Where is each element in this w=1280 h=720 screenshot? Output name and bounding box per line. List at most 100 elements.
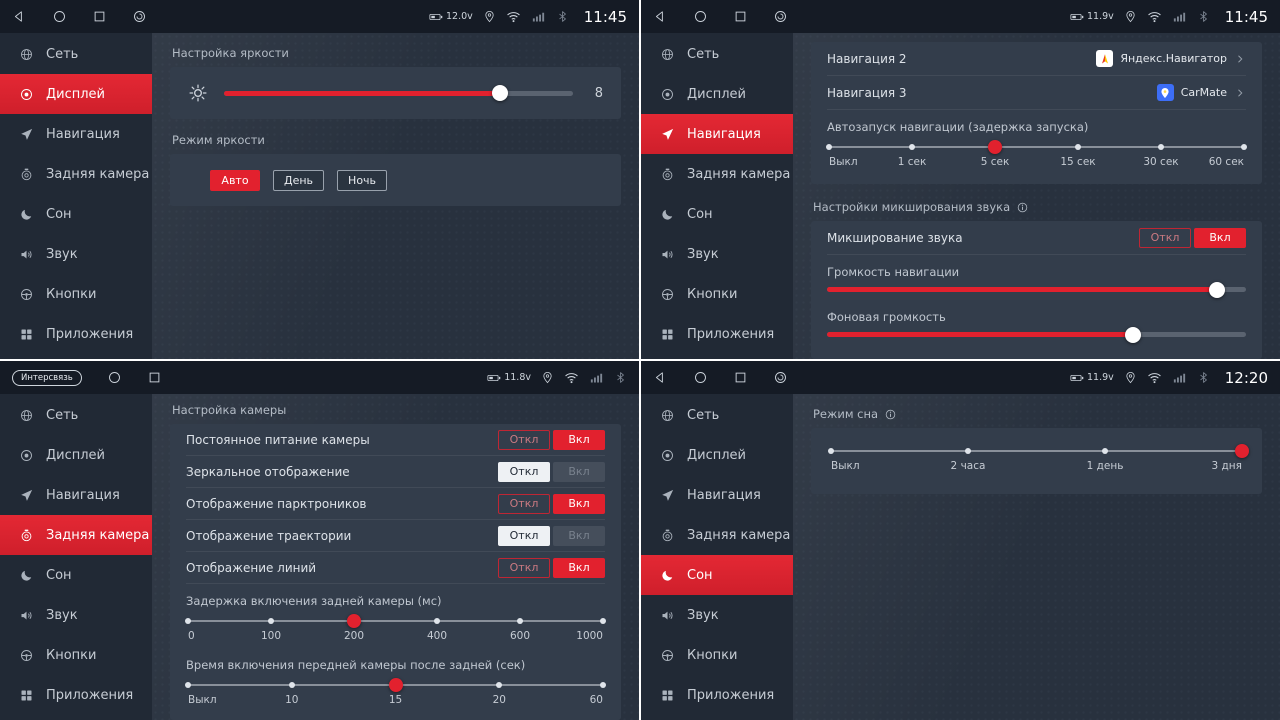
sidebar-item-sound[interactable]: Звук (0, 234, 152, 274)
nav-volume-slider[interactable] (827, 281, 1246, 298)
slider-stop[interactable] (828, 448, 834, 454)
home-icon[interactable] (693, 370, 708, 385)
slider-stop[interactable] (1158, 144, 1164, 150)
assistant-icon[interactable] (773, 370, 788, 385)
info-icon[interactable] (884, 408, 897, 421)
slider-stop[interactable] (909, 144, 915, 150)
sidebar-item-network[interactable]: Сеть (641, 34, 793, 74)
sidebar-item-sound[interactable]: Звук (641, 595, 793, 635)
slider-stop[interactable] (496, 682, 503, 688)
sidebar-item-rear-camera[interactable]: Задняя камера (0, 154, 152, 194)
toggle-off-button[interactable]: Откл (498, 493, 550, 514)
nav-app-row-2[interactable]: Навигация 2 Яндекс.Навигатор (827, 42, 1246, 76)
toggle-off-button[interactable]: Откл (498, 525, 550, 546)
mode-auto-button[interactable]: Авто (210, 169, 260, 191)
sidebar-item-apps[interactable]: Приложения (641, 314, 793, 354)
slider-stop[interactable] (434, 618, 440, 624)
toggle-on-button[interactable]: Вкл (553, 429, 605, 450)
slider-thumb[interactable] (1124, 326, 1141, 343)
slider-stop[interactable] (185, 682, 191, 688)
sidebar-item-navigation[interactable]: Навигация (641, 114, 793, 154)
slider-stop[interactable] (1075, 144, 1081, 150)
autostart-delay-slider[interactable]: Выкл 1 сек 5 сек 15 сек 30 сек 60 сек (826, 140, 1247, 174)
sidebar-item-sleep[interactable]: Сон (0, 555, 152, 595)
slider-stop[interactable] (185, 618, 191, 624)
sidebar-item-sound[interactable]: Звук (0, 595, 152, 635)
mode-day-button[interactable]: День (273, 169, 325, 191)
slider-stop[interactable] (1241, 144, 1247, 150)
brightness-slider[interactable] (224, 85, 573, 101)
sidebar-item-buttons[interactable]: Кнопки (0, 635, 152, 675)
assistant-icon[interactable] (132, 9, 147, 24)
back-icon[interactable] (653, 370, 668, 385)
toggle-on-button[interactable]: Вкл (553, 557, 605, 578)
slider-stop[interactable] (1102, 448, 1108, 454)
toggle-on-button[interactable]: Вкл (1194, 227, 1246, 248)
toggle-off-button[interactable]: Откл (498, 461, 550, 482)
slider-stop[interactable] (826, 144, 832, 150)
slider-stop[interactable] (517, 618, 523, 624)
sidebar-item-apps[interactable]: Приложения (641, 675, 793, 715)
toggle-off-button[interactable]: Откл (498, 557, 550, 578)
assistant-icon[interactable] (773, 9, 788, 24)
slider-thumb[interactable] (491, 85, 508, 101)
back-icon[interactable] (653, 9, 668, 24)
stop-label: 600 (509, 630, 531, 642)
toggle-off-button[interactable]: Откл (498, 429, 550, 450)
sidebar-item-sleep[interactable]: Сон (641, 555, 793, 595)
sidebar-item-rear-camera[interactable]: Задняя камера (0, 515, 152, 555)
recents-icon[interactable] (733, 370, 748, 385)
sidebar-item-apps[interactable]: Приложения (0, 314, 152, 354)
home-icon[interactable] (52, 9, 67, 24)
sidebar-item-network[interactable]: Сеть (0, 34, 152, 74)
sidebar-item-sleep[interactable]: Сон (641, 194, 793, 234)
slider-stop[interactable] (288, 682, 295, 688)
toggle-on-button[interactable]: Вкл (553, 461, 605, 482)
toggle-on-button[interactable]: Вкл (553, 493, 605, 514)
sidebar-item-network[interactable]: Сеть (641, 395, 793, 435)
sidebar-item-buttons[interactable]: Кнопки (641, 274, 793, 314)
background-volume-slider[interactable] (827, 326, 1246, 343)
slider-stop[interactable] (268, 618, 274, 624)
recents-icon[interactable] (92, 9, 107, 24)
sidebar-item-network[interactable]: Сеть (0, 395, 152, 435)
info-icon[interactable] (1016, 201, 1029, 214)
slider-thumb[interactable] (1235, 444, 1249, 458)
sidebar-item-apps[interactable]: Приложения (0, 675, 152, 715)
slider-stop[interactable] (600, 618, 606, 624)
nav-apps-panel: Навигация 2 Яндекс.Навигатор Навигация 3… (811, 42, 1262, 184)
sidebar-item-buttons[interactable]: Кнопки (641, 635, 793, 675)
recents-icon[interactable] (733, 9, 748, 24)
sidebar-item-navigation[interactable]: Навигация (0, 114, 152, 154)
slider-thumb[interactable] (347, 614, 361, 628)
sidebar-item-rear-camera[interactable]: Задняя камера (641, 154, 793, 194)
sidebar-item-display[interactable]: Дисплей (641, 435, 793, 475)
slider-stop[interactable] (964, 448, 971, 454)
sidebar-item-display[interactable]: Дисплей (641, 74, 793, 114)
toggle-off-button[interactable]: Откл (1139, 227, 1191, 248)
front-cam-slider[interactable]: Выкл 10 15 20 60 (185, 678, 606, 712)
sidebar-item-display[interactable]: Дисплей (0, 435, 152, 475)
slider-thumb[interactable] (1208, 281, 1225, 298)
recents-icon[interactable] (147, 370, 162, 385)
slider-stop[interactable] (600, 682, 606, 688)
gps-icon (541, 371, 554, 384)
sleep-mode-slider[interactable]: Выкл 2 часа 1 день 3 дня (828, 444, 1249, 478)
sidebar-item-sound[interactable]: Звук (641, 234, 793, 274)
home-icon[interactable] (693, 9, 708, 24)
slider-thumb[interactable] (388, 678, 403, 692)
sidebar-item-sleep[interactable]: Сон (0, 194, 152, 234)
sidebar-item-label: Звук (46, 246, 78, 262)
slider-thumb[interactable] (988, 140, 1002, 154)
sidebar-item-rear-camera[interactable]: Задняя камера (641, 515, 793, 555)
back-icon[interactable] (12, 9, 27, 24)
sidebar-item-buttons[interactable]: Кнопки (0, 274, 152, 314)
home-icon[interactable] (107, 370, 122, 385)
sidebar-item-navigation[interactable]: Навигация (641, 475, 793, 515)
sidebar-item-navigation[interactable]: Навигация (0, 475, 152, 515)
rear-delay-slider[interactable]: 0 100 200 400 600 1000 (185, 614, 606, 648)
nav-app-row-3[interactable]: Навигация 3 CarMate (827, 76, 1246, 110)
toggle-on-button[interactable]: Вкл (553, 525, 605, 546)
sidebar-item-display[interactable]: Дисплей (0, 74, 152, 114)
mode-night-button[interactable]: Ночь (337, 169, 388, 191)
